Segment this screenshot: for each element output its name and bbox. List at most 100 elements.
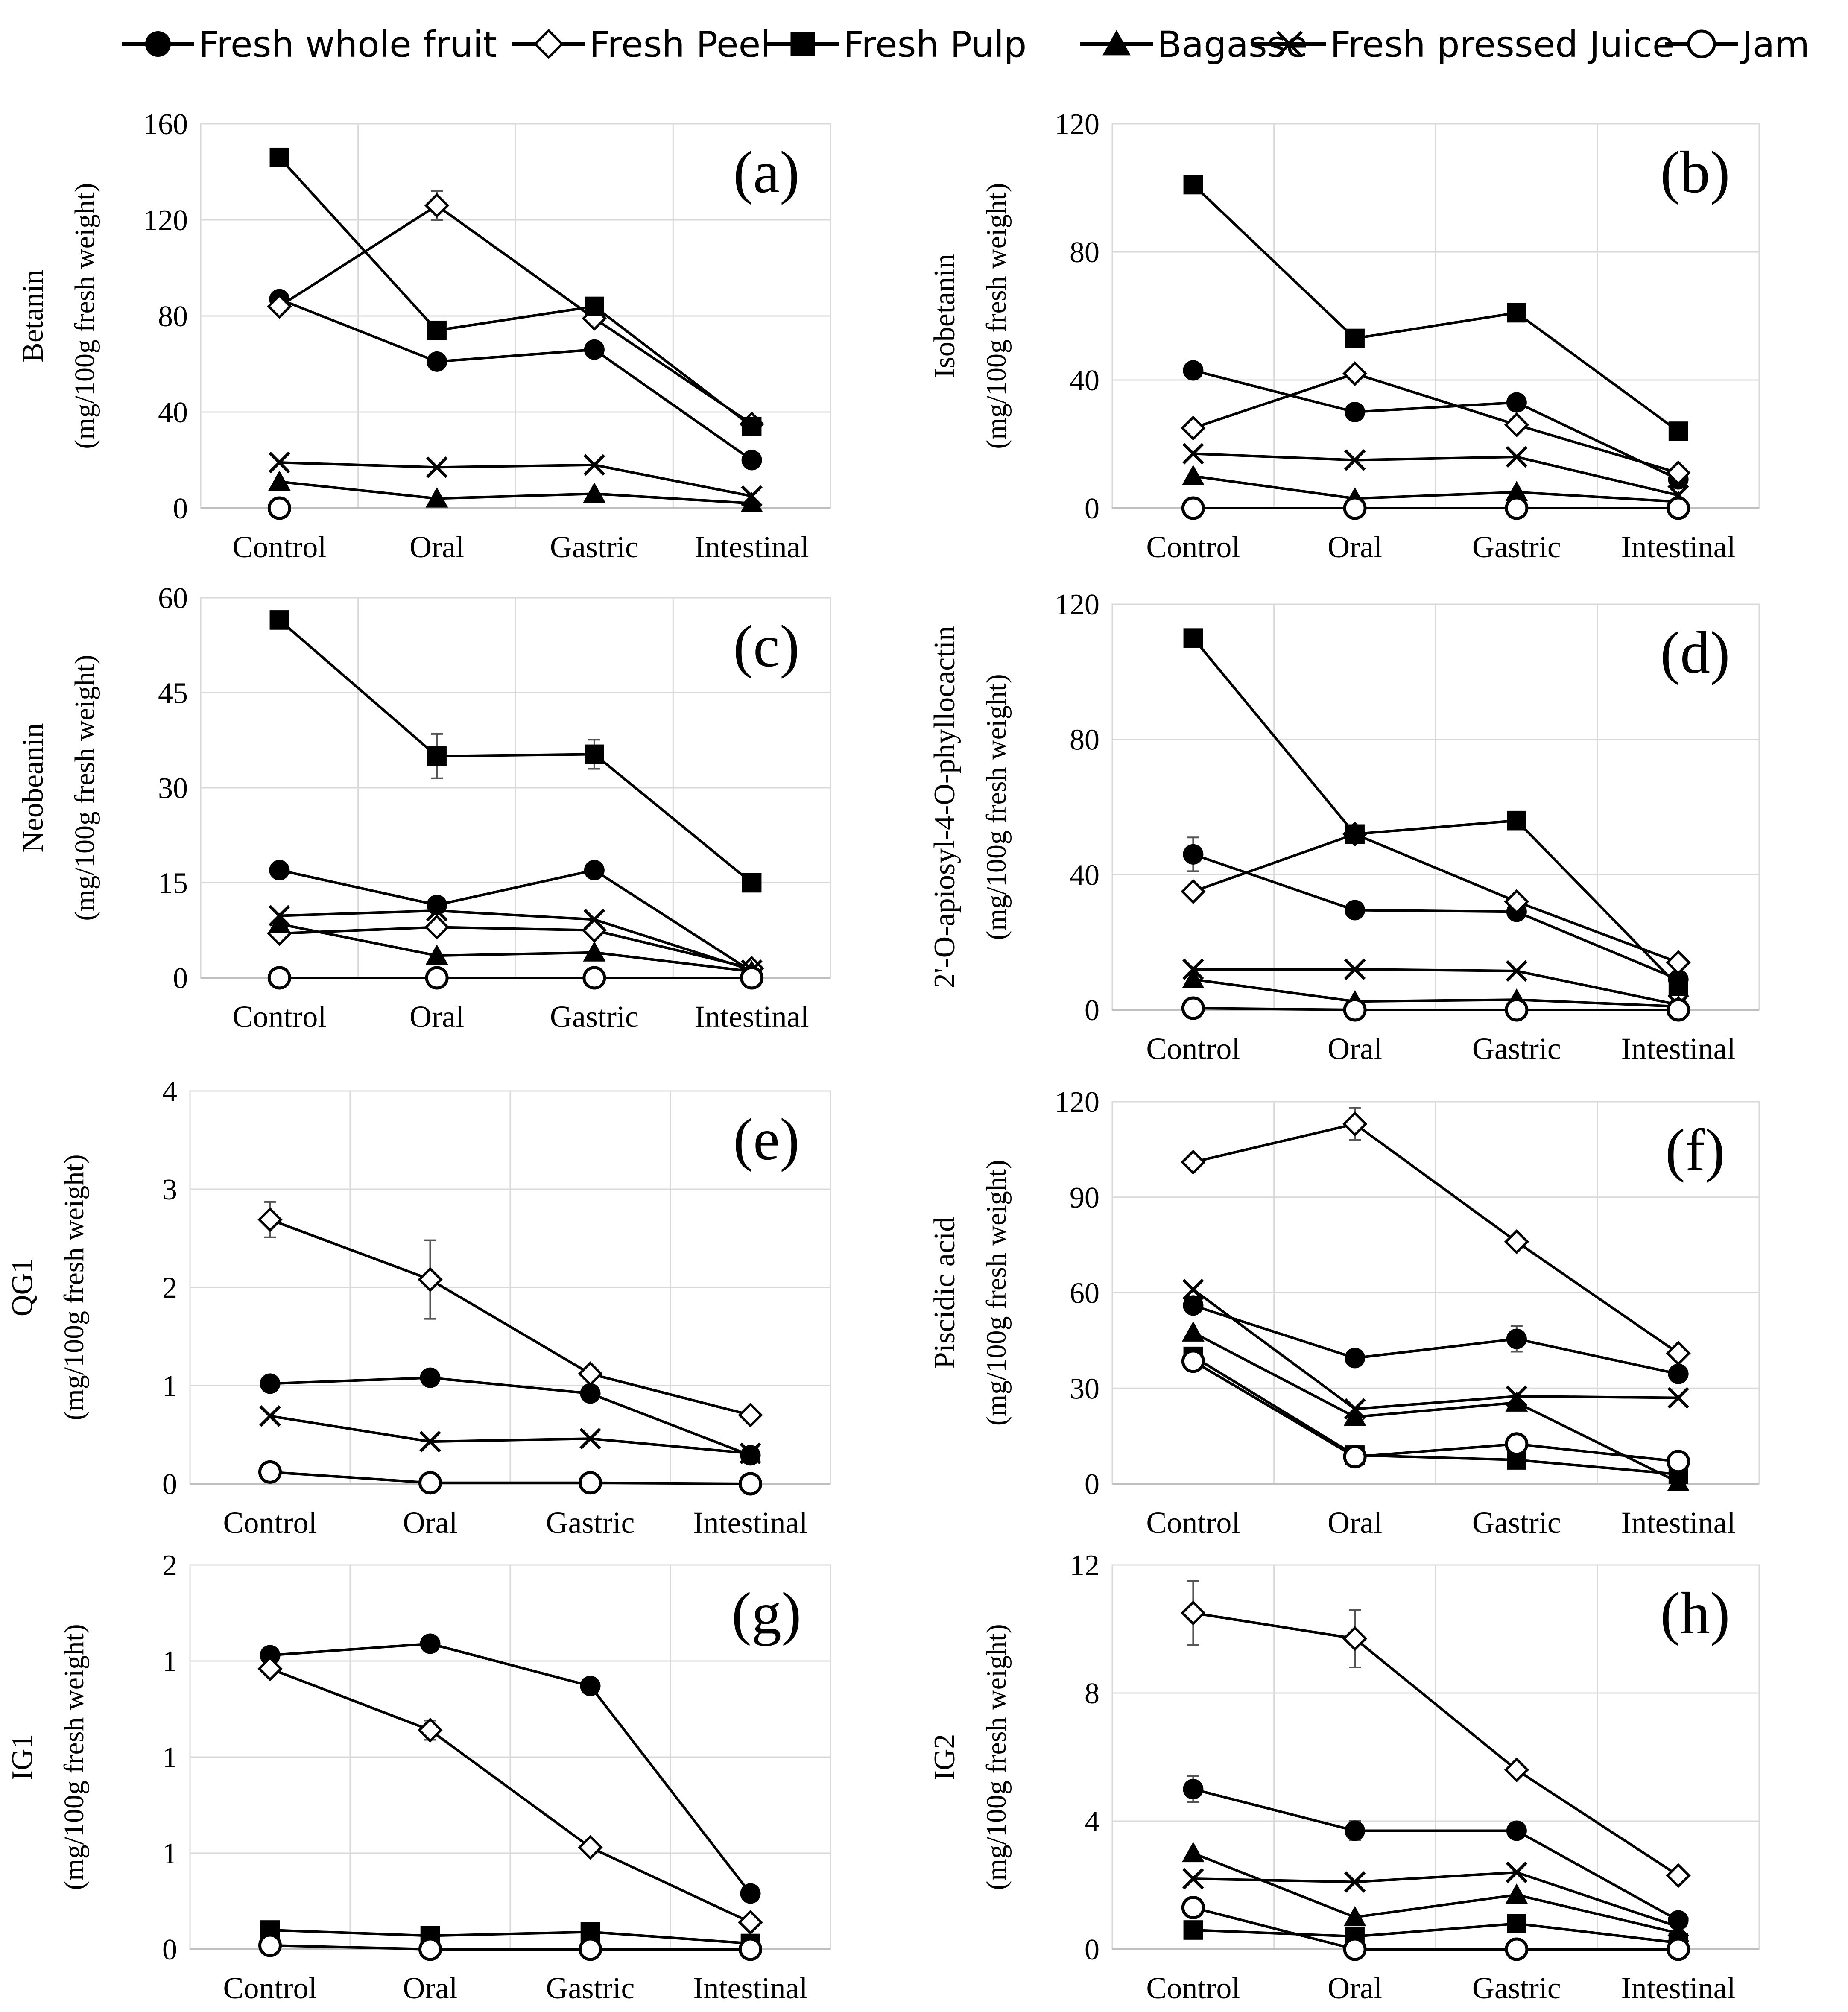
- chart-panel: 0 4 8 12 Control Oral Gastric Intestinal IG2 (mg/…: [928, 1549, 1760, 2005]
- y-tick-label: 0: [1085, 1933, 1099, 1966]
- x-tick-label: Oral: [409, 530, 464, 564]
- y-tick-label: 120: [143, 204, 188, 237]
- data-point: [1345, 328, 1365, 348]
- y-tick-label: 40: [158, 396, 188, 429]
- y-axis-label: Neobeanin: [17, 723, 50, 852]
- data-point: [268, 470, 291, 491]
- x-tick-label: Gastric: [1472, 1506, 1561, 1540]
- data-point: [1344, 1398, 1366, 1420]
- data-point: [258, 1933, 282, 1957]
- y-tick-label: 0: [162, 1933, 177, 1966]
- series-fresh-peel: [1181, 822, 1691, 975]
- data-point: [267, 496, 291, 520]
- data-point: [1183, 360, 1204, 381]
- data-point: [741, 485, 763, 507]
- cross-icon: [1276, 31, 1303, 57]
- x-tick-label: Control: [232, 530, 326, 564]
- panel-label: (c): [733, 613, 799, 679]
- y-tick-label: 45: [158, 677, 188, 710]
- series-fresh-pulp: [1183, 628, 1688, 996]
- series-jam: [258, 1460, 762, 1496]
- data-point: [269, 147, 289, 167]
- legend-label: Fresh pressed Juice: [1330, 23, 1674, 65]
- series-jam: [1181, 1349, 1690, 1474]
- x-tick-label: Intestinal: [695, 1000, 809, 1034]
- y-tick-label: 0: [1085, 994, 1099, 1027]
- data-point: [1666, 460, 1691, 485]
- x-tick-label: Gastric: [550, 530, 639, 564]
- x-tick-label: Gastric: [1472, 530, 1561, 564]
- series-fresh-pressed-juice: [259, 1405, 761, 1464]
- series-fresh-pressed-juice: [1182, 1278, 1689, 1420]
- data-point: [1506, 1861, 1528, 1883]
- x-tick-label: Control: [223, 1971, 317, 2005]
- y-tick-label: 2: [162, 1272, 177, 1304]
- series-line: [1193, 1007, 1678, 1011]
- data-point: [1342, 1626, 1368, 1651]
- data-point: [1506, 960, 1528, 982]
- data-point: [420, 1367, 441, 1388]
- series-line: [279, 926, 752, 970]
- x-tick-label: Gastric: [550, 1000, 639, 1034]
- y-axis-label: Betanin: [17, 269, 50, 363]
- series-bagasse: [268, 470, 763, 512]
- y-tick-label: 1: [162, 1645, 177, 1678]
- x-tick-label: Control: [1146, 1032, 1240, 1066]
- data-point: [268, 912, 291, 933]
- data-point: [740, 1442, 761, 1464]
- y-axis-unit-label: (mg/100g fresh weight): [58, 1154, 90, 1420]
- y-tick-label: 40: [1070, 859, 1099, 892]
- panel-label: (h): [1660, 1580, 1730, 1646]
- y-axis-unit-label: (mg/100g fresh weight): [69, 655, 100, 921]
- data-point: [1344, 958, 1366, 980]
- data-point: [269, 451, 290, 474]
- data-point: [582, 966, 606, 990]
- legend: Fresh whole fruit Fresh Peel Fresh Pulp Bag…: [122, 23, 1810, 65]
- y-tick-label: 30: [158, 772, 188, 805]
- chart-panel: 0 40 80 120 Control Oral Gastric Intestinal Isob…: [928, 108, 1760, 564]
- data-point: [1182, 443, 1204, 465]
- series-bagasse: [1181, 1842, 1690, 1942]
- data-point: [1668, 421, 1688, 441]
- series-line: [1193, 833, 1679, 964]
- series-line: [278, 204, 753, 425]
- series-fresh-whole-fruit: [1183, 360, 1689, 490]
- open-diamond-icon: [533, 29, 564, 59]
- y-tick-label: 80: [1070, 724, 1099, 757]
- series-line: [1193, 1852, 1679, 1935]
- data-point: [580, 1676, 601, 1696]
- data-point: [1345, 1348, 1366, 1369]
- series-fresh-pressed-juice: [269, 451, 763, 507]
- data-point: [1667, 1916, 1689, 1938]
- y-axis-unit-label: (mg/100g fresh weight): [981, 183, 1012, 449]
- data-point: [1344, 1871, 1366, 1893]
- series-fresh-whole-fruit: [1183, 1775, 1689, 1931]
- series-fresh-peel: [1181, 361, 1691, 485]
- series-line: [270, 1929, 751, 1945]
- data-point: [1506, 392, 1527, 413]
- series-jam: [1181, 1896, 1690, 1961]
- y-tick-label: 8: [1085, 1677, 1099, 1710]
- data-point: [1666, 950, 1691, 975]
- x-tick-label: Intestinal: [693, 1506, 808, 1540]
- series-line: [1193, 475, 1678, 503]
- data-point: [1504, 1757, 1529, 1783]
- data-point: [257, 1207, 283, 1232]
- chart-panel: 0 30 60 90 120 Control Oral Gastric Intestinal Pi…: [928, 1086, 1760, 1540]
- y-tick-label: 2: [162, 1549, 177, 1582]
- series-line: [278, 156, 753, 428]
- series-line: [1193, 372, 1679, 474]
- data-point: [741, 450, 762, 471]
- data-point: [1345, 402, 1366, 422]
- data-point: [418, 1717, 443, 1743]
- panel-label: (g): [731, 1580, 801, 1646]
- data-point: [1505, 1883, 1528, 1904]
- data-point: [1505, 1937, 1529, 1961]
- data-point: [1181, 1149, 1206, 1175]
- y-tick-label: 0: [173, 492, 188, 525]
- data-point: [578, 1361, 603, 1386]
- series-fresh-whole-fruit: [260, 1633, 761, 1904]
- data-point: [1183, 844, 1204, 865]
- data-point: [583, 454, 605, 476]
